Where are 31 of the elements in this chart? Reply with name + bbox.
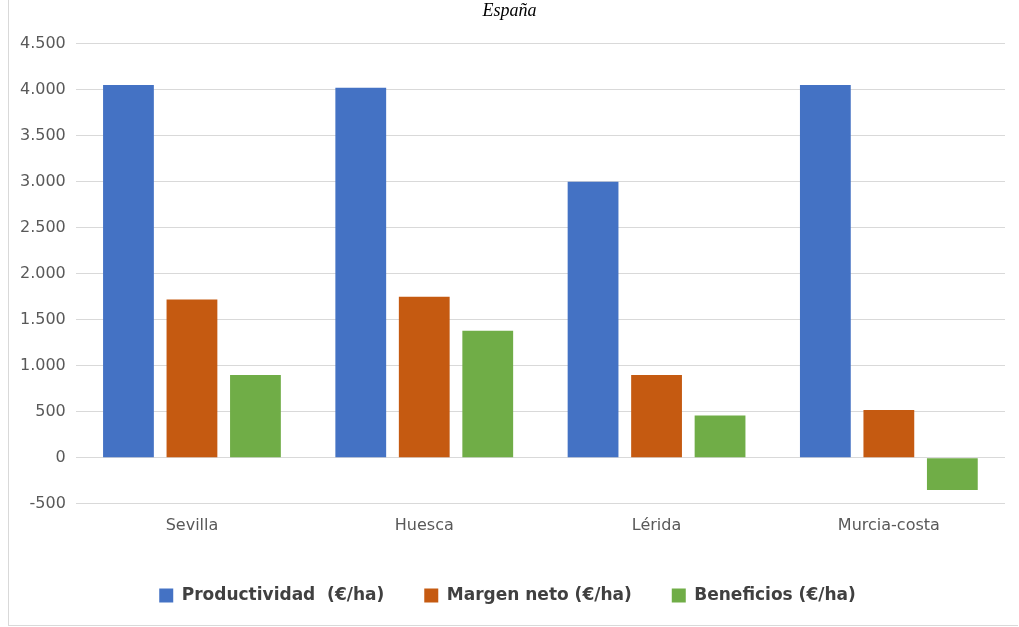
legend-label: Beneficios (€/ha)	[694, 583, 856, 604]
chart-title: España	[481, 0, 538, 21]
bar	[462, 330, 514, 458]
bar	[103, 85, 154, 458]
bar	[398, 296, 450, 458]
y-tick-label: 2.000	[19, 262, 66, 282]
bar	[926, 458, 978, 490]
bar	[863, 409, 915, 458]
y-tick-label: 4.000	[19, 78, 66, 98]
y-tick-label: 1.000	[19, 354, 66, 374]
bar	[799, 85, 851, 458]
x-tick-label: Murcia-costa	[837, 514, 940, 534]
bar	[335, 87, 387, 458]
y-tick-label: -500	[29, 492, 66, 512]
bar	[230, 374, 281, 458]
bar	[567, 181, 619, 458]
x-tick-label: Huesca	[394, 514, 454, 534]
bar	[694, 415, 746, 458]
y-tick-label: 500	[35, 400, 66, 420]
x-tick-label: Sevilla	[165, 514, 219, 534]
x-tick-label: Lérida	[631, 514, 682, 534]
bar	[631, 374, 682, 458]
y-tick-label: 3.500	[19, 124, 66, 144]
bar	[166, 299, 218, 458]
legend-label: Margen neto (€/ha)	[446, 583, 632, 604]
y-tick-label: 3.000	[19, 170, 66, 190]
y-tick-label: 2.500	[19, 216, 66, 236]
y-tick-label: 0	[55, 446, 66, 466]
legend-label: Productividad (€/ha)	[181, 583, 385, 604]
y-tick-label: 1.500	[19, 308, 66, 328]
y-tick-label: 4.500	[19, 32, 66, 52]
